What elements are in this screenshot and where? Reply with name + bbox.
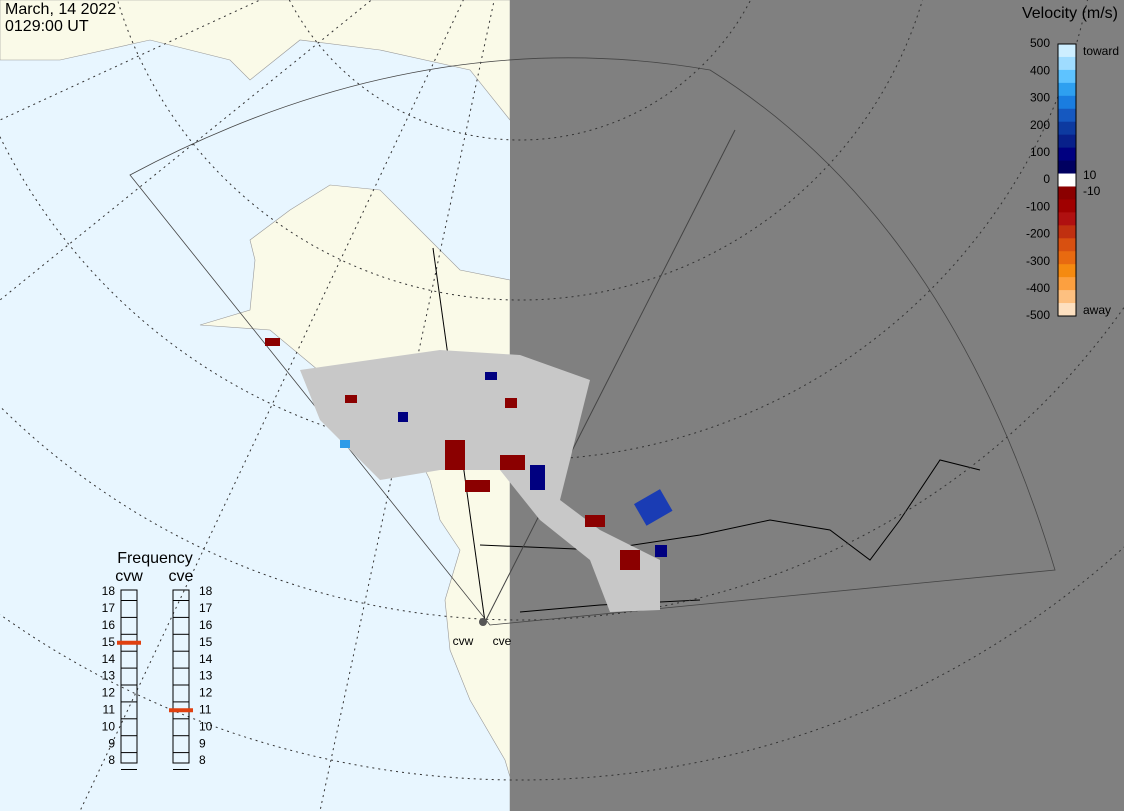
colorbar-segment xyxy=(1058,303,1076,317)
colorbar-segment xyxy=(1058,95,1076,110)
gauge-tick-label: 13 xyxy=(102,669,116,683)
gauge-tick-label: 18 xyxy=(102,584,116,598)
gauge-tick-label: 10 xyxy=(199,719,213,733)
colorbar-segment xyxy=(1058,186,1076,200)
colorbar-title: Velocity (m/s) xyxy=(1022,5,1118,22)
colorbar-segment xyxy=(1058,121,1076,136)
colorbar-segment xyxy=(1058,277,1076,291)
colorbar-inner-label: 10 xyxy=(1083,168,1097,182)
gauge-tick-label: 14 xyxy=(102,652,116,666)
gauge-tick-label: 11 xyxy=(103,702,116,716)
gauge-tick-label: 9 xyxy=(108,736,115,750)
gauge-tick-label: 14 xyxy=(199,652,213,666)
gauge-tick-label: 17 xyxy=(199,601,213,615)
gauge-tick-label: 15 xyxy=(102,635,116,649)
colorbar-segment xyxy=(1058,225,1076,239)
site-label: cvw xyxy=(453,634,474,648)
frequency-title: Frequency xyxy=(117,550,193,567)
colorbar-segment xyxy=(1058,264,1076,278)
colorbar-segment xyxy=(1058,69,1076,84)
colorbar-segment xyxy=(1058,173,1076,187)
colorbar-segment xyxy=(1058,82,1076,97)
colorbar-frame xyxy=(1057,43,1077,317)
colorbar-segment xyxy=(1058,251,1076,265)
radar-site xyxy=(479,618,487,626)
gauge-tick-label: 15 xyxy=(199,635,213,649)
gauge-tick-label: 17 xyxy=(102,601,116,615)
colorbar-tick-label: 400 xyxy=(1030,63,1050,77)
toward-label: toward xyxy=(1083,44,1119,58)
colorbar-segment xyxy=(1058,290,1076,304)
gauge-tick-label: 13 xyxy=(199,669,213,683)
gauge-tick-label: 18 xyxy=(199,584,213,598)
colorbar-tick-label: 100 xyxy=(1030,145,1050,159)
colorbar-tick-label: -500 xyxy=(1026,308,1050,322)
gauge-tick-label: 8 xyxy=(108,753,115,767)
gauge-tick-label: 10 xyxy=(102,719,116,733)
colorbar-segment xyxy=(1058,108,1076,123)
colorbar-segment xyxy=(1058,56,1076,71)
colorbar-segment xyxy=(1058,44,1076,58)
colorbar-tick-label: -200 xyxy=(1026,227,1050,241)
beam xyxy=(484,129,736,623)
colorbar-segment xyxy=(1058,212,1076,226)
velocity-cells xyxy=(265,338,673,612)
colorbar-tick-label: 200 xyxy=(1030,118,1050,132)
colorbar-segment xyxy=(1058,134,1076,149)
date: March, 14 2022 xyxy=(5,1,116,18)
radar-fan xyxy=(129,57,1056,626)
gauge xyxy=(120,589,138,764)
gauge-tick-label: 8 xyxy=(199,753,206,767)
radar-name: cvw xyxy=(115,568,143,585)
radar-name: cve xyxy=(169,568,194,585)
borders xyxy=(479,459,981,613)
colorbar-tick-label: -300 xyxy=(1026,254,1050,268)
colorbar-inner-label: -10 xyxy=(1083,184,1101,198)
colorbar-tick-label: 500 xyxy=(1030,36,1050,50)
colorbar-segment xyxy=(1058,160,1076,175)
land-north-america xyxy=(199,184,521,811)
colorbar-tick-label: -400 xyxy=(1026,281,1050,295)
colorbar-tick-label: -100 xyxy=(1026,199,1050,213)
night-shade xyxy=(510,0,1124,811)
gauge-tick-label: 11 xyxy=(199,702,212,716)
colorbar-segment xyxy=(1058,238,1076,252)
gauge-tick-label: 16 xyxy=(199,618,213,632)
site-label: cve xyxy=(493,634,512,648)
gauge-tick-label: 12 xyxy=(199,686,213,700)
gauge-tick-label: 9 xyxy=(199,736,206,750)
time: 0129:00 UT xyxy=(5,18,89,35)
gauge-tick-label: 12 xyxy=(102,686,116,700)
gauge-tick-label: 16 xyxy=(102,618,116,632)
away-label: away xyxy=(1083,303,1111,317)
colorbar-segment xyxy=(1058,147,1076,162)
colorbar-tick-label: 300 xyxy=(1030,91,1050,105)
colorbar-tick-label: 0 xyxy=(1043,172,1050,186)
colorbar-segment xyxy=(1058,199,1076,213)
gauge xyxy=(172,589,190,764)
